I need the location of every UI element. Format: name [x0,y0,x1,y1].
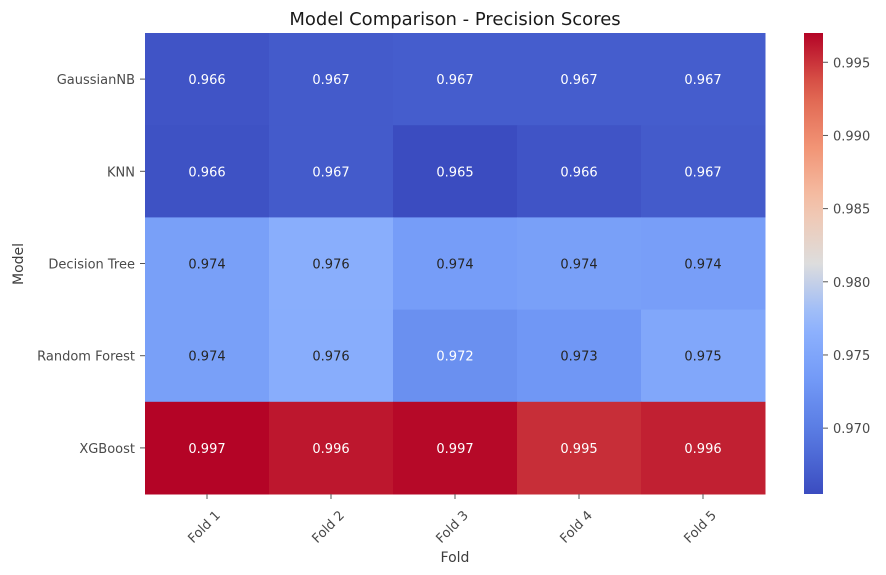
cell-value-label: 0.974 [188,258,225,273]
cell-value-label: 0.967 [436,73,473,88]
heatmap-cell [145,217,270,311]
x-axis: Fold 1 Fold 2 Fold 3 Fold 4 Fold 5 [185,494,720,547]
cell-value-label: 0.967 [560,73,597,88]
x-tick-label: Fold 3 [433,508,471,546]
x-tick-label: Fold 5 [681,508,719,546]
heatmap-cell-labels: 0.966 0.967 0.967 0.967 0.967 0.966 0.967 0.965… [188,73,721,457]
colorbar-tick-label: 0.980 [833,276,870,291]
colorbar: 0.970 0.975 0.980 0.985 0.990 0.995 [804,33,870,494]
heatmap-cell [517,217,642,311]
heatmap-cell [145,309,270,403]
cell-value-label: 0.976 [312,350,349,365]
colorbar-gradient [804,33,823,494]
colorbar-tick-label: 0.985 [833,203,870,218]
y-axis-label: Model [11,243,27,285]
cell-value-label: 0.974 [560,258,597,273]
heatmap-cell [269,33,394,126]
heatmap-cell [641,309,766,403]
heatmap-cell [517,401,642,495]
cell-value-label: 0.965 [436,165,473,180]
colorbar-tick-label: 0.975 [833,349,870,364]
cell-value-label: 0.997 [436,442,473,457]
cell-value-label: 0.966 [188,165,225,180]
heatmap-cell [641,125,766,218]
x-tick-label: Fold 1 [185,508,223,546]
y-tick-label: Decision Tree [48,258,135,273]
cell-value-label: 0.974 [188,350,225,365]
cell-value-label: 0.967 [312,73,349,88]
heatmap-cell [145,401,270,495]
cell-value-label: 0.997 [188,442,225,457]
cell-value-label: 0.972 [436,350,473,365]
chart-title: Model Comparison - Precision Scores [289,9,620,30]
heatmap-cell [517,309,642,403]
cell-value-label: 0.975 [684,350,721,365]
heatmap-cell [517,125,642,218]
y-tick-label: GaussianNB [57,73,135,88]
heatmap-cell [393,401,518,495]
heatmap-cell [393,125,518,218]
heatmap-cell [641,217,766,311]
heatmap-cell [517,33,642,126]
x-tick-label: Fold 2 [309,508,347,546]
cell-value-label: 0.996 [312,442,349,457]
heatmap-cell [269,401,394,495]
y-tick-label: Random Forest [37,350,135,365]
x-axis-label: Fold [441,550,470,566]
heatmap-cell [269,309,394,403]
heatmap-cells [145,33,766,495]
cell-value-label: 0.974 [684,258,721,273]
colorbar-tick-label: 0.990 [833,129,870,144]
heatmap-cell [269,217,394,311]
cell-value-label: 0.967 [684,73,721,88]
heatmap-cell [641,33,766,126]
heatmap-cell [393,217,518,311]
heatmap-cell [145,33,270,126]
heatmap-cell [393,309,518,403]
heatmap-cell [269,125,394,218]
y-tick-label: KNN [107,165,135,180]
colorbar-ticks: 0.970 0.975 0.980 0.985 0.990 0.995 [823,56,870,437]
colorbar-tick-label: 0.995 [833,56,870,71]
x-tick-label: Fold 4 [557,508,595,546]
cell-value-label: 0.967 [312,165,349,180]
cell-value-label: 0.973 [560,350,597,365]
colorbar-tick-label: 0.970 [833,422,870,437]
heatmap-cell [393,33,518,126]
cell-value-label: 0.966 [188,73,225,88]
y-tick-label: XGBoost [79,442,135,457]
heatmap-cell [641,401,766,495]
y-axis: GaussianNB KNN Decision Tree Random Forest X… [37,73,145,457]
cell-value-label: 0.967 [684,165,721,180]
cell-value-label: 0.974 [436,258,473,273]
heatmap-cell [145,125,270,218]
cell-value-label: 0.966 [560,165,597,180]
cell-value-label: 0.976 [312,258,349,273]
cell-value-label: 0.995 [560,442,597,457]
cell-value-label: 0.996 [684,442,721,457]
